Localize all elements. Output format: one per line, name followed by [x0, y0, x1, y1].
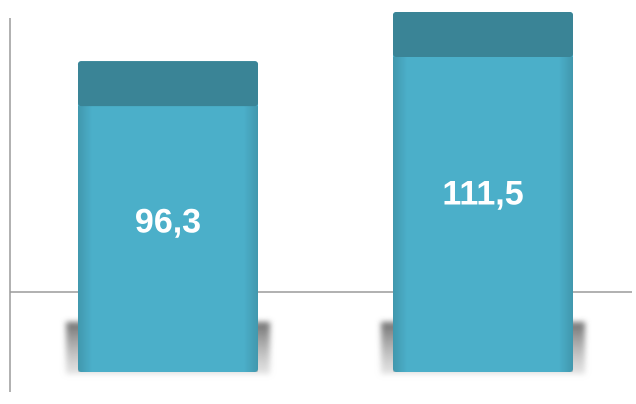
bar-value-label-2: 111,5	[442, 174, 523, 212]
bar-top-2	[393, 12, 573, 57]
bars-group: 96,3 111,5	[66, 12, 585, 374]
bar-edge-2	[393, 57, 573, 372]
bar-value-label-1: 96,3	[135, 202, 201, 240]
bar-top-1	[78, 61, 258, 106]
